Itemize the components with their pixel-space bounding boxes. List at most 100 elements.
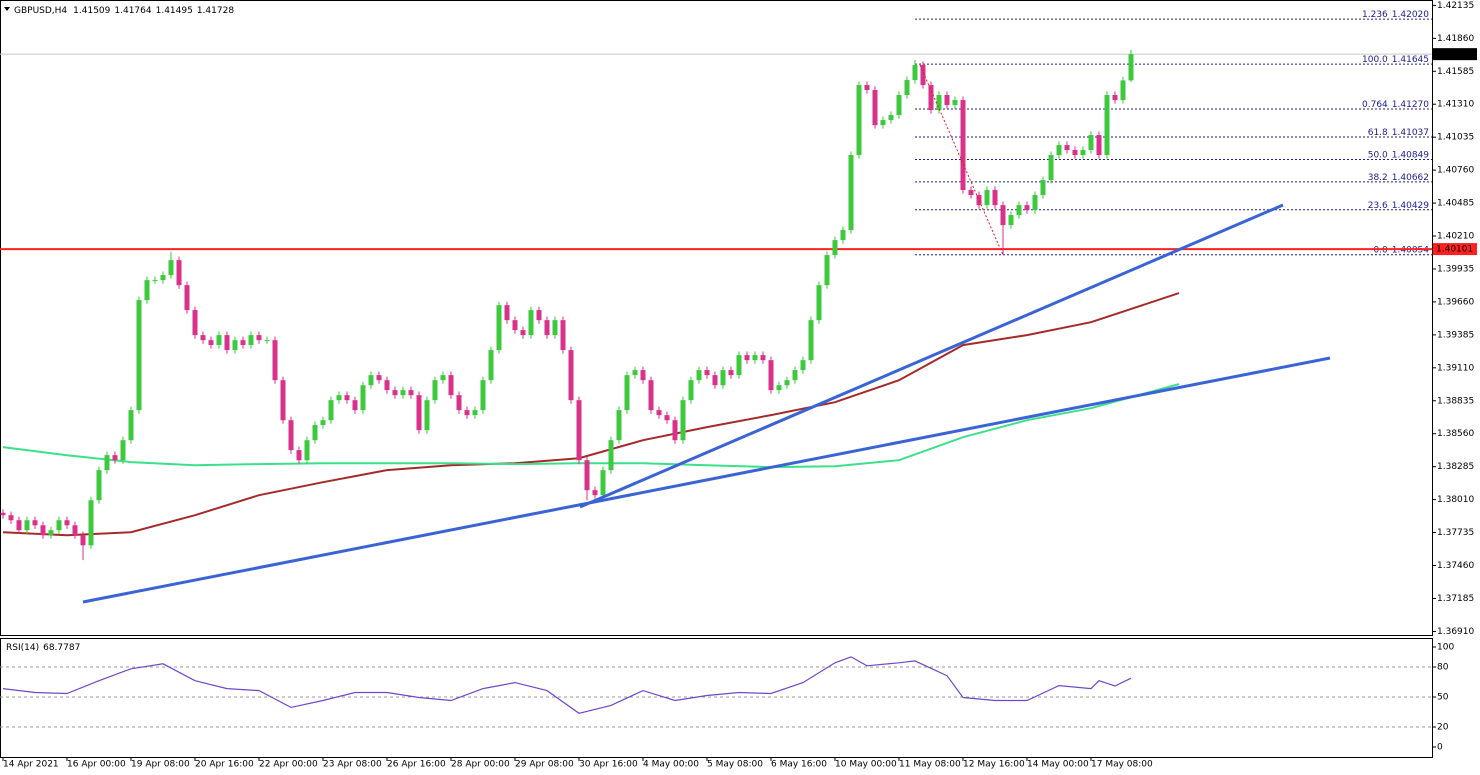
main-panel-frame (0, 0, 1433, 636)
candle-body (144, 280, 150, 301)
candle-body (40, 525, 46, 536)
rsi-panel-frame (0, 638, 1433, 758)
candle-body (416, 395, 422, 431)
candle-body (984, 190, 990, 206)
candle-body (808, 320, 814, 361)
candle-body (600, 470, 606, 496)
candle-body (80, 535, 86, 546)
candle-body (408, 390, 414, 396)
candle-body (248, 335, 254, 346)
candle-body (1056, 145, 1062, 156)
candle-body (744, 355, 750, 361)
candle-body (464, 410, 470, 416)
y-tick-label: 1.39660 (1437, 297, 1474, 307)
candle-body (928, 85, 934, 110)
rsi-title: RSI(14) (6, 643, 39, 653)
candle-body (176, 260, 182, 286)
hline-price-label: 1.40101 (1436, 245, 1473, 255)
candle-body (896, 95, 902, 116)
candle-body (360, 385, 366, 411)
fib-price: 1.42020 (1392, 10, 1429, 20)
candle-body (912, 65, 918, 81)
x-tick-label: 30 Apr 16:00 (579, 760, 638, 770)
y-tick-label: 1.40485 (1437, 199, 1474, 209)
candle-body (256, 335, 262, 341)
y-tick-label: 1.41585 (1437, 67, 1474, 77)
fib-price: 1.40849 (1392, 150, 1429, 160)
candle-body (224, 335, 230, 351)
rsi-header: RSI(14) 68.7787 (6, 643, 80, 653)
candle-body (88, 500, 94, 546)
fib-ratio: 61.8 (1368, 127, 1388, 137)
candle-body (104, 455, 110, 471)
candle-body (1072, 150, 1078, 156)
candle-body (952, 100, 958, 106)
candle-body (136, 300, 142, 411)
rsi-line (2, 656, 1132, 714)
candle-body (392, 390, 398, 396)
x-tick-label: 5 May 08:00 (707, 760, 763, 770)
candle-body (872, 89, 878, 126)
candle-body (96, 470, 102, 501)
fib-label: 1.236 1.42020 (1362, 10, 1429, 20)
y-tick-label: 1.38835 (1437, 396, 1474, 406)
candle-body (1128, 54, 1134, 81)
y-tick-label: 1.42135 (1437, 1, 1474, 11)
fib-ratio: 0.0 (1373, 245, 1388, 255)
candle-body (784, 380, 790, 386)
fib-label: 38.2 1.40662 (1368, 172, 1429, 182)
candle-body (456, 395, 462, 411)
candle-body (64, 520, 70, 526)
fib-price: 1.41037 (1392, 127, 1429, 137)
rsi-tick-label: 80 (1437, 663, 1449, 673)
candle-body (184, 285, 190, 311)
y-tick-label: 1.41860 (1437, 34, 1474, 44)
candle-body (424, 400, 430, 431)
x-tick-label: 10 May 00:00 (835, 760, 897, 770)
candle-body (448, 375, 454, 396)
candle-body (128, 410, 134, 441)
header-close: 1.41728 (197, 6, 234, 16)
candle-body (120, 440, 126, 461)
x-tick-label: 29 Apr 08:00 (515, 760, 574, 770)
candle-body (0, 512, 6, 516)
candle-body (1096, 135, 1102, 156)
candle-body (160, 275, 166, 281)
candle-body (264, 340, 270, 342)
candle-body (352, 400, 358, 411)
candle-body (512, 320, 518, 331)
candle-body (816, 285, 822, 321)
candle-body (440, 375, 446, 381)
rsi-tick-label: 100 (1437, 643, 1454, 653)
rsi-tick-label: 20 (1437, 723, 1449, 733)
candle-body (344, 395, 350, 401)
candle-body (968, 190, 974, 196)
chart-header: GBPUSD,H4 1.41509 1.41764 1.41495 1.41728 (14, 6, 234, 16)
x-tick-label: 14 May 00:00 (1027, 760, 1089, 770)
candle-body (368, 375, 374, 386)
candle-body (56, 520, 62, 531)
symbol: GBPUSD,H4 (14, 6, 67, 16)
y-tick-label: 1.40760 (1437, 166, 1474, 176)
x-tick-label: 22 Apr 00:00 (259, 760, 318, 770)
candle-body (208, 340, 214, 346)
main-panel: 1.236 1.42020 100.0 1.41645 0.764 1.41270 61.8… (0, 10, 1432, 561)
candle-body (480, 380, 486, 411)
candle-body (640, 370, 646, 381)
candle-body (944, 95, 950, 106)
y-tick-label: 1.37735 (1437, 528, 1474, 538)
candle-body (400, 390, 406, 396)
candle-body (888, 115, 894, 121)
fib-label: 0.0 1.40054 (1373, 245, 1429, 255)
header-high: 1.41764 (114, 6, 151, 16)
candle-body (1000, 205, 1006, 226)
fib-price: 1.41270 (1392, 100, 1429, 110)
fib-price: 1.41645 (1392, 55, 1429, 65)
fib-label: 61.8 1.41037 (1368, 127, 1429, 137)
hline-price-box (1433, 243, 1477, 256)
candle-body (592, 490, 598, 496)
y-tick-label: 1.37185 (1437, 594, 1474, 604)
candle-body (432, 380, 438, 401)
candle-body (800, 360, 806, 371)
candle-body (1080, 150, 1086, 156)
